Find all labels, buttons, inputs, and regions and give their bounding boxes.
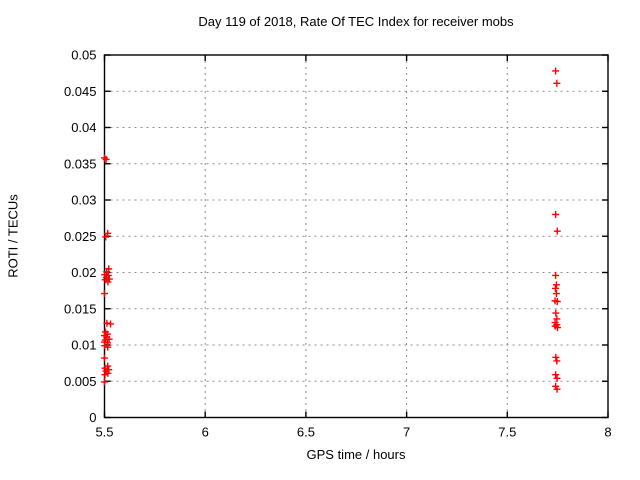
data-point-marker xyxy=(102,155,110,163)
y-tick-label: 0.02 xyxy=(71,265,96,280)
data-point-marker xyxy=(552,271,560,279)
data-point-marker xyxy=(552,309,560,317)
data-point-marker xyxy=(105,335,113,343)
x-tick-label: 5.5 xyxy=(95,425,113,440)
x-tick-label: 7 xyxy=(403,425,410,440)
data-point-marker xyxy=(104,278,112,286)
data-point-marker xyxy=(101,154,108,162)
grid-layer xyxy=(104,55,608,418)
x-tick-label: 7.5 xyxy=(498,425,516,440)
y-tick-label: 0.025 xyxy=(64,229,97,244)
x-axis-label: GPS time / hours xyxy=(306,447,406,462)
data-point-marker xyxy=(101,354,108,362)
data-point-marker xyxy=(552,281,560,289)
data-point-marker xyxy=(552,67,560,75)
data-point-marker xyxy=(101,290,108,298)
data-point-marker xyxy=(552,290,560,298)
y-tick-label: 0.035 xyxy=(64,156,97,171)
data-point-marker xyxy=(101,378,108,386)
data-point-marker xyxy=(553,79,561,87)
data-point-marker xyxy=(101,371,109,379)
data-point-marker xyxy=(552,353,560,361)
y-tick-label: 0.045 xyxy=(64,84,97,99)
y-tick-label: 0.005 xyxy=(64,374,97,389)
data-point-marker xyxy=(553,298,561,305)
data-points-layer xyxy=(101,67,561,393)
data-point-marker xyxy=(102,233,110,241)
data-point-marker xyxy=(103,319,111,327)
y-axis-label: ROTI / TECUs xyxy=(5,194,21,278)
chart-title: Day 119 of 2018, Rate Of TEC Index for r… xyxy=(198,14,514,29)
data-point-marker xyxy=(552,211,560,218)
x-tick-label: 6 xyxy=(202,425,209,440)
data-point-marker xyxy=(553,357,561,365)
y-tick-label: 0.015 xyxy=(64,301,97,316)
y-tick-label: 0.05 xyxy=(71,48,96,63)
data-point-marker xyxy=(553,227,561,235)
y-tick-label: 0.03 xyxy=(71,193,96,208)
axis-layer: 5.5 6 6.5 7 7.5 8 0 0.005 0.01 0.015 0.02 0.025 0.03… xyxy=(64,48,612,440)
y-tick-label: 0.01 xyxy=(71,338,96,353)
x-tick-label: 8 xyxy=(604,425,611,440)
data-point-marker xyxy=(553,374,561,382)
y-tick-label: 0 xyxy=(89,410,96,425)
data-point-marker xyxy=(552,371,560,379)
y-tick-label: 0.04 xyxy=(71,120,96,135)
data-point-marker xyxy=(104,343,112,351)
data-point-marker xyxy=(104,229,112,237)
x-tick-label: 6.5 xyxy=(297,425,315,440)
data-point-marker xyxy=(553,385,561,393)
data-point-marker xyxy=(553,324,561,332)
data-point-marker xyxy=(551,284,559,292)
data-point-marker xyxy=(107,320,115,328)
